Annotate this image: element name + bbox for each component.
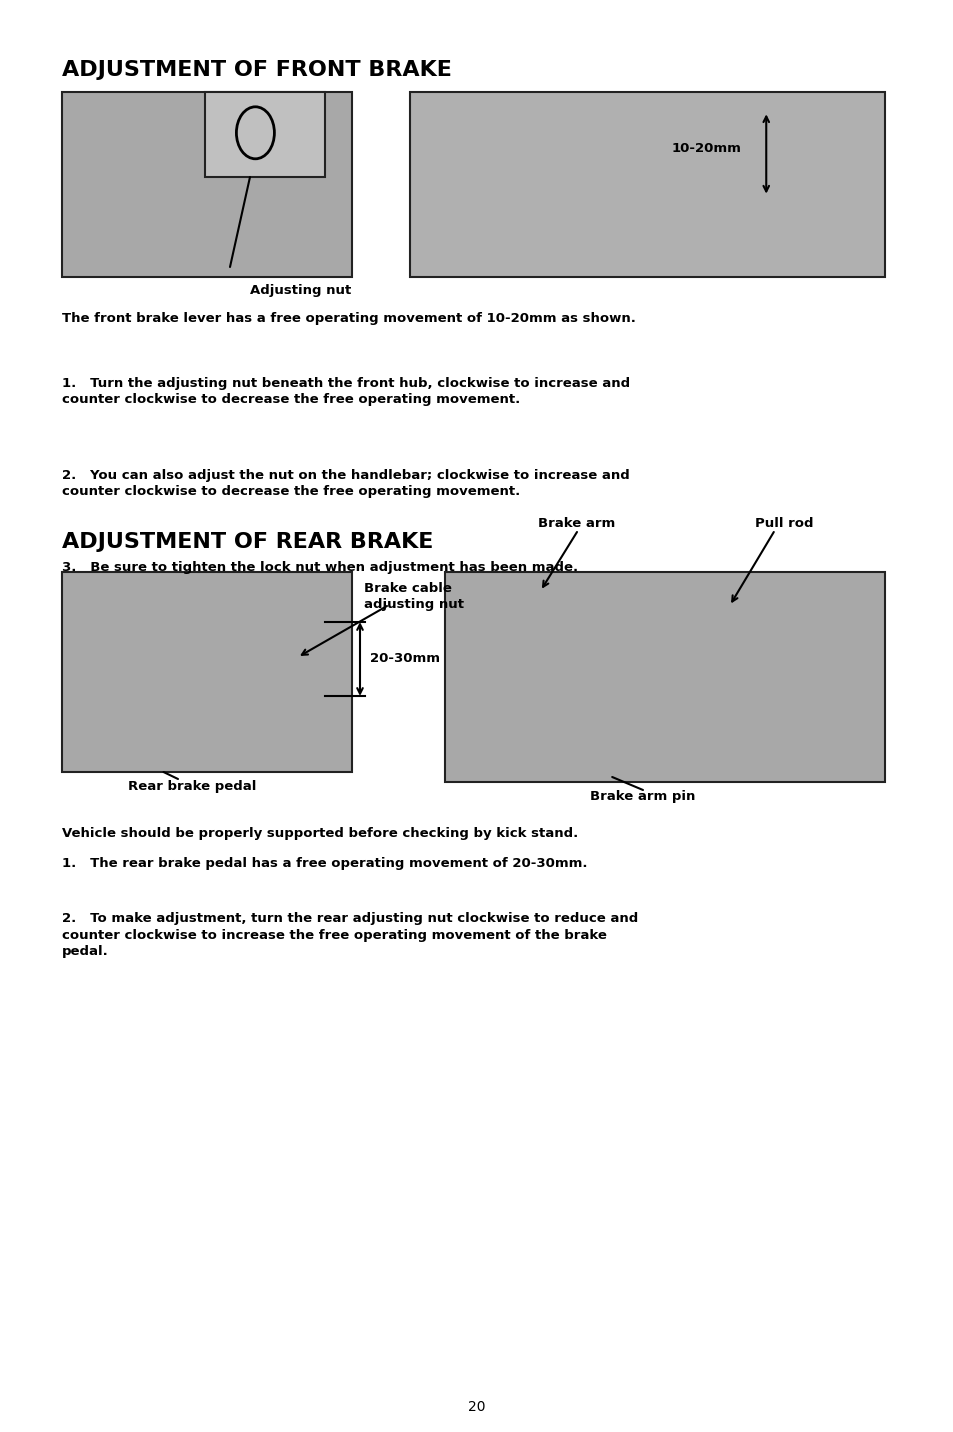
Text: Brake arm: Brake arm [537, 517, 615, 530]
Text: 2.   You can also adjust the nut on the handlebar; clockwise to increase and
cou: 2. You can also adjust the nut on the ha… [62, 470, 629, 498]
Text: Adjusting nut: Adjusting nut [250, 284, 351, 296]
Text: 3.   Be sure to tighten the lock nut when adjustment has been made.: 3. Be sure to tighten the lock nut when … [62, 561, 578, 574]
Text: 2.   To make adjustment, turn the rear adjusting nut clockwise to reduce and
cou: 2. To make adjustment, turn the rear adj… [62, 912, 638, 958]
Bar [205, 92, 325, 178]
Text: 1.   Turn the adjusting nut beneath the front hub, clockwise to increase and
cou: 1. Turn the adjusting nut beneath the fr… [62, 377, 630, 407]
Text: Brake cable
adjusting nut: Brake cable adjusting nut [364, 581, 463, 611]
Bar [62, 571, 352, 772]
Bar [410, 92, 884, 276]
Text: 20-30mm: 20-30mm [370, 653, 439, 666]
Text: Vehicle should be properly supported before checking by kick stand.: Vehicle should be properly supported bef… [62, 828, 578, 841]
Text: Rear brake pedal: Rear brake pedal [128, 780, 256, 793]
Bar [444, 571, 884, 782]
Text: ADJUSTMENT OF FRONT BRAKE: ADJUSTMENT OF FRONT BRAKE [62, 60, 452, 80]
Text: Pull rod: Pull rod [754, 517, 812, 530]
Text: The front brake lever has a free operating movement of 10-20mm as shown.: The front brake lever has a free operati… [62, 312, 636, 325]
Bar [62, 92, 352, 276]
Text: 1.   The rear brake pedal has a free operating movement of 20-30mm.: 1. The rear brake pedal has a free opera… [62, 856, 587, 871]
Text: Brake arm pin: Brake arm pin [590, 790, 695, 803]
Text: 20: 20 [468, 1400, 485, 1413]
Text: 10-20mm: 10-20mm [671, 142, 740, 156]
Text: ADJUSTMENT OF REAR BRAKE: ADJUSTMENT OF REAR BRAKE [62, 533, 433, 551]
